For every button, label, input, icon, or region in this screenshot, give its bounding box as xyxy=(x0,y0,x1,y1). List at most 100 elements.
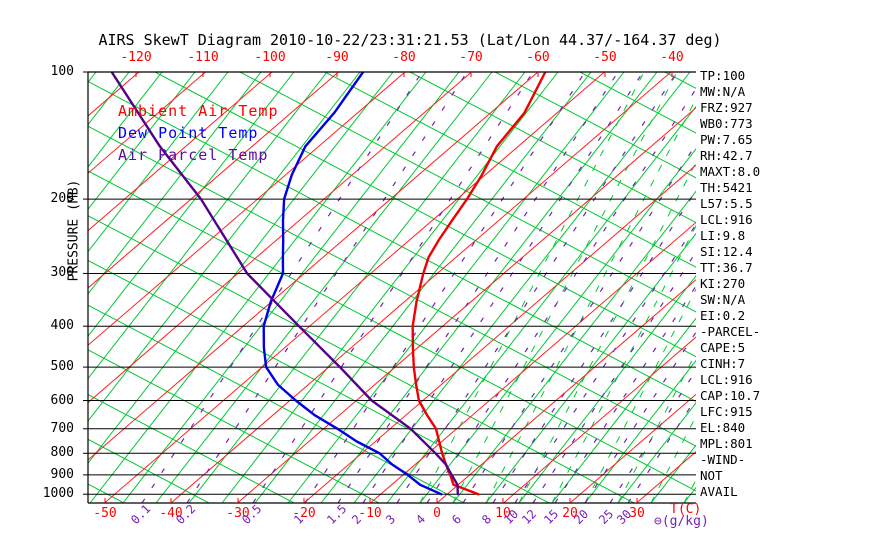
stat-line: PW:7.65 xyxy=(700,132,753,147)
green-adiabat-line xyxy=(88,72,97,84)
green-dry-adiabat-line xyxy=(88,170,696,492)
bottom-temp-label: 20 xyxy=(562,506,578,521)
stat-line: MW:N/A xyxy=(700,84,746,99)
green-dry-adiabat-line xyxy=(88,394,295,503)
red-isotherm-line xyxy=(503,336,696,503)
stat-line: WB0:773 xyxy=(700,116,753,131)
red-isotherm-line xyxy=(88,72,273,232)
pressure-tick-label: 700 xyxy=(50,420,74,436)
stat-line: LCL:916 xyxy=(700,372,753,387)
green-adiabat-line xyxy=(88,72,361,422)
green-adiabat-line xyxy=(320,72,658,503)
stat-line: TH:5421 xyxy=(700,180,753,195)
pressure-tick-label: 600 xyxy=(50,392,74,408)
green-adiabat-line xyxy=(88,72,163,168)
pressure-tick-label: 200 xyxy=(50,191,74,207)
air-parcel-curve xyxy=(110,72,459,496)
top-temp-label: -40 xyxy=(660,50,684,65)
top-temp-label: -110 xyxy=(187,50,219,65)
green-adiabat-line xyxy=(155,72,493,503)
green-adiabat-line xyxy=(485,232,696,503)
mixing-ratio-line xyxy=(362,72,644,503)
mixing-ratio-line xyxy=(304,72,586,503)
pressure-tick-label: 900 xyxy=(50,466,74,482)
stat-line: LCL:916 xyxy=(700,212,753,227)
pressure-tick-label: 100 xyxy=(50,64,74,79)
stat-line: -PARCEL- xyxy=(700,324,761,339)
sounding-stats-panel: TP:100 MW:N/A FRZ:927 WB0:773 PW:7.65 RH:42.7… xyxy=(700,68,868,500)
red-isotherm-line xyxy=(436,279,696,503)
temp-axis-unit-label: T(C) xyxy=(670,502,702,517)
green-adiabat-line xyxy=(188,72,526,503)
red-isotherm-line xyxy=(88,72,539,461)
green-adiabat-line xyxy=(122,72,460,503)
top-temp-label: -120 xyxy=(120,50,152,65)
stat-line: SW:N/A xyxy=(700,292,746,307)
chart-title: AIRS SkewT Diagram 2010-10-22/23:31:21.5… xyxy=(98,31,722,49)
legend-air-parcel-temp: Air Parcel Temp xyxy=(118,146,269,164)
stat-line: KI:270 xyxy=(700,276,746,291)
bottom-temp-label: 0 xyxy=(433,506,441,521)
pressure-tick-label: 1000 xyxy=(42,486,74,502)
stat-line: CINH:7 xyxy=(700,356,746,371)
stat-line: EL:840 xyxy=(700,420,746,435)
green-dry-adiabat-line xyxy=(239,72,696,313)
green-dry-adiabat-line xyxy=(88,349,380,503)
red-isotherm-line xyxy=(88,72,206,174)
red-isotherm-line xyxy=(0,72,72,503)
stat-line: FRZ:927 xyxy=(700,100,753,115)
legend-dew-point-temp: Dew Point Temp xyxy=(118,124,259,142)
green-adiabat-line xyxy=(88,72,196,211)
top-temp-label: -70 xyxy=(459,50,483,65)
pressure-tick-label: 800 xyxy=(50,445,74,461)
red-isotherm-line xyxy=(104,72,605,503)
mixing-ratio-line xyxy=(252,72,534,503)
pressure-tick-label: 300 xyxy=(50,265,74,281)
green-adiabat-line xyxy=(221,72,559,503)
mixing-ratio-line xyxy=(532,250,696,503)
green-adiabat-line xyxy=(617,402,696,503)
top-temp-label: -100 xyxy=(254,50,286,65)
green-adiabat-line xyxy=(88,72,229,253)
stat-line: EI:0.2 xyxy=(700,308,746,323)
stat-line: AVAIL xyxy=(700,484,738,499)
legend-ambient-air-temp: Ambient Air Temp xyxy=(118,102,279,120)
green-dashed-adiabat-line xyxy=(518,161,696,503)
green-dry-adiabat-line xyxy=(324,72,696,268)
green-adiabat-line xyxy=(254,72,592,503)
green-dry-adiabat-line xyxy=(494,72,696,179)
green-adiabat-line xyxy=(88,72,295,338)
pressure-tick-label: 500 xyxy=(50,359,74,375)
red-isotherm-line xyxy=(0,72,6,503)
red-isotherm-line xyxy=(569,393,696,503)
green-dry-adiabat-line xyxy=(88,215,635,503)
stat-line: SI:12.4 xyxy=(700,244,753,259)
green-dry-adiabat-line xyxy=(88,80,696,402)
stat-line: TT:36.7 xyxy=(700,260,753,275)
ambient-temp-curve xyxy=(411,72,547,496)
bottom-temp-label: -20 xyxy=(292,506,316,521)
bottom-temp-label: 10 xyxy=(495,506,511,521)
bottom-temp-label: -10 xyxy=(358,506,382,521)
mixing-ratio-line xyxy=(337,72,619,503)
mixing-ratio-line xyxy=(426,87,696,503)
mixing-ratio-unit-label: ⊖(g/kg) xyxy=(654,514,709,529)
green-adiabat-line xyxy=(584,359,696,503)
dew-point-curve xyxy=(262,72,443,496)
green-adiabat-line xyxy=(386,105,696,503)
stat-line: LFC:915 xyxy=(700,404,753,419)
green-adiabat-line xyxy=(88,72,328,380)
stat-line: LI:9.8 xyxy=(700,228,746,243)
green-adiabat-line xyxy=(419,148,696,503)
stat-line: CAP:10.7 xyxy=(700,388,761,403)
red-isotherm-line xyxy=(88,72,472,404)
green-adiabat-line xyxy=(287,72,625,503)
stat-line: TP:100 xyxy=(700,68,746,83)
plot-area xyxy=(0,72,696,503)
red-isotherm-line xyxy=(370,221,696,503)
stat-line: L57:5.5 xyxy=(700,196,753,211)
stat-line: NOT xyxy=(700,468,723,483)
stat-line: MAXT:8.0 xyxy=(700,164,761,179)
green-dry-adiabat-line xyxy=(88,304,465,503)
green-adiabat-line xyxy=(551,317,696,503)
